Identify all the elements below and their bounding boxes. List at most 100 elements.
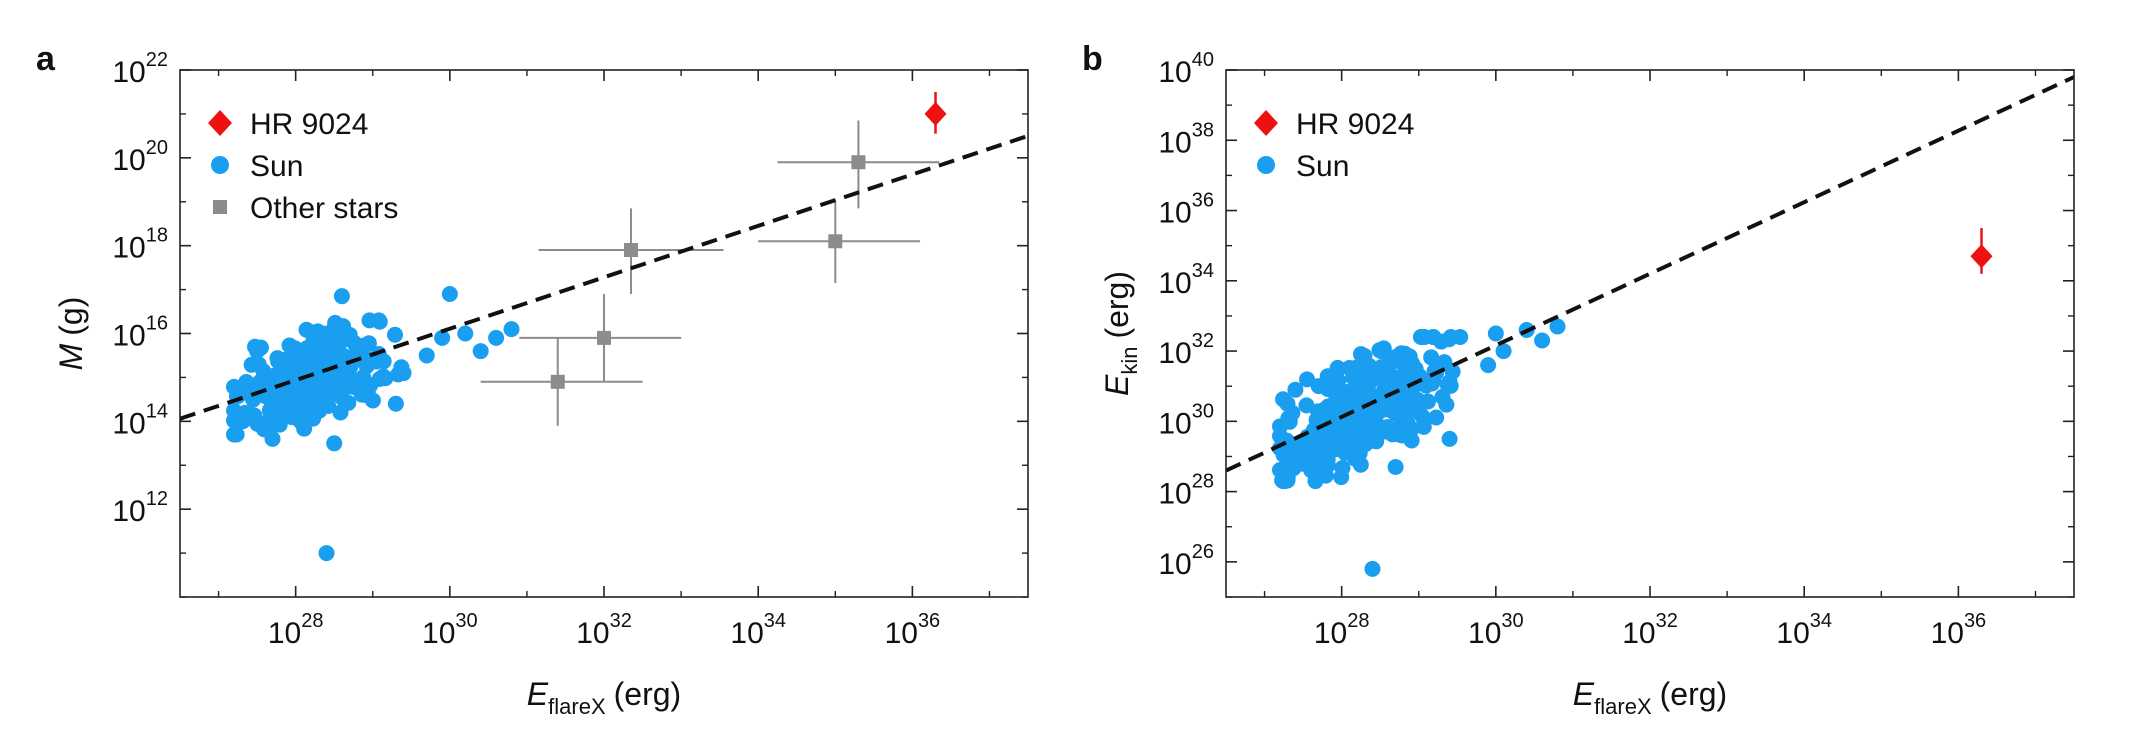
- y-tick-label: 1018: [112, 225, 168, 265]
- sun-point: [1393, 396, 1410, 413]
- sun-point: [1344, 369, 1361, 386]
- sun-point: [298, 321, 315, 338]
- sun-point: [264, 430, 281, 447]
- sun-point: [1442, 329, 1459, 346]
- series-hr-9024: [924, 91, 947, 134]
- sun-point: [1279, 469, 1296, 486]
- sun-point: [272, 398, 289, 415]
- sun-point: [1385, 369, 1402, 386]
- y-tick-label: 1020: [112, 137, 168, 177]
- x-tick-label: 1034: [730, 610, 786, 650]
- sun-point: [1401, 348, 1418, 365]
- series-sun: [225, 285, 520, 562]
- other-star-point: [597, 330, 612, 345]
- sun-point: [1338, 383, 1355, 400]
- x-axis-label: EflareX (erg): [1573, 676, 1727, 719]
- hr9024-point: [924, 101, 947, 126]
- legend-diamond-icon: [208, 110, 232, 136]
- sun-point: [315, 360, 332, 377]
- x-tick-label: 1030: [422, 610, 478, 650]
- sun-point: [488, 329, 505, 346]
- y-axis-label: Ekin(erg): [1099, 271, 1142, 396]
- sun-point: [304, 382, 321, 399]
- y-tick-label: 1030: [1158, 400, 1214, 440]
- sun-point: [1487, 325, 1504, 342]
- sun-point: [313, 398, 330, 415]
- sun-point: [1299, 371, 1316, 388]
- sun-point: [1387, 459, 1404, 476]
- sun-point: [346, 334, 363, 351]
- sun-point: [1442, 377, 1459, 394]
- sun-point: [1415, 418, 1432, 435]
- sun-point: [472, 343, 489, 360]
- sun-point: [1295, 455, 1312, 472]
- other-star-point: [828, 234, 843, 249]
- legend-label: Sun: [250, 150, 303, 183]
- legend: HR 9024 Sun: [1254, 108, 1414, 183]
- sun-point: [299, 359, 316, 376]
- plot-frame: [1225, 69, 2075, 598]
- y-tick-label: 1026: [1158, 541, 1214, 581]
- sun-point: [1307, 473, 1324, 490]
- sun-point: [249, 343, 266, 360]
- plot-data: [180, 91, 1028, 562]
- sun-point: [296, 420, 313, 437]
- sun-point: [333, 288, 350, 305]
- sun-point: [387, 326, 404, 343]
- x-tick-label: 1028: [268, 610, 324, 650]
- x-tick-label: 1032: [1622, 610, 1678, 650]
- y-tick-label: 1034: [1158, 260, 1214, 300]
- sun-point: [1428, 409, 1445, 426]
- sun-point: [324, 343, 341, 360]
- sun-point: [1287, 381, 1304, 398]
- x-tick-label: 1036: [1931, 610, 1987, 650]
- sun-point: [1359, 426, 1376, 443]
- x-tick-label: 1036: [885, 610, 941, 650]
- legend-label: HR 9024: [1296, 108, 1414, 141]
- sun-point: [228, 426, 245, 443]
- other-star-point: [550, 374, 565, 389]
- legend-label: HR 9024: [250, 108, 368, 141]
- sun-point: [1352, 346, 1369, 363]
- plot-data: [1226, 75, 2074, 577]
- sun-point: [503, 321, 520, 338]
- x-tick-label: 1032: [576, 610, 632, 650]
- legend-square-icon: [213, 200, 227, 214]
- legend-diamond-icon: [1254, 110, 1278, 136]
- x-tick-label: 1028: [1314, 610, 1370, 650]
- sun-point: [357, 386, 374, 403]
- sun-point: [371, 370, 388, 387]
- panel-b: b 1028 1030 1032 1034 1036 1026 1028 1030 1032 103…: [1082, 40, 2075, 719]
- sun-point: [1375, 340, 1392, 357]
- sun-point: [1407, 360, 1424, 377]
- sun-point: [323, 375, 340, 392]
- sun-point: [326, 319, 343, 336]
- sun-point: [441, 285, 458, 302]
- legend-circle-icon: [211, 156, 229, 174]
- hr9024-point: [1970, 244, 1993, 269]
- other-star-point: [624, 243, 639, 258]
- sun-point: [1425, 329, 1442, 346]
- sun-point: [1549, 318, 1566, 335]
- legend-circle-icon: [1257, 156, 1275, 174]
- sun-point: [1534, 332, 1551, 349]
- sun-point: [1495, 343, 1512, 360]
- panel-a: a 1028 1030 1032 1034 1036 1012 1014 1016 1018 102…: [36, 40, 1029, 719]
- sun-point: [225, 378, 242, 395]
- sun-point: [457, 325, 474, 342]
- fit-line: [1226, 75, 2074, 473]
- y-tick-label: 1022: [112, 49, 168, 89]
- x-tick-label: 1030: [1468, 610, 1524, 650]
- sun-point: [395, 365, 412, 382]
- sun-point: [1438, 396, 1455, 413]
- sun-point: [1412, 329, 1429, 346]
- sun-point: [1353, 387, 1370, 404]
- y-tick-label: 1036: [1158, 190, 1214, 230]
- sun-point: [277, 351, 294, 368]
- panel-label: a: [36, 40, 56, 78]
- sun-point: [318, 545, 335, 562]
- sun-point: [1441, 430, 1458, 447]
- series-other-stars: [480, 120, 940, 426]
- sun-point: [227, 411, 244, 428]
